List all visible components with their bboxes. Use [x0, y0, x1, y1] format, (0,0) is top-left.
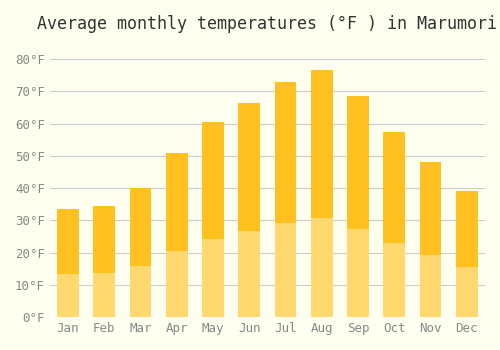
Bar [347, 229, 369, 317]
Bar [238, 103, 260, 317]
Bar [274, 82, 296, 317]
Bar [94, 206, 115, 317]
Bar [456, 267, 477, 317]
Bar [456, 191, 477, 317]
Bar [130, 266, 152, 317]
Bar [347, 96, 369, 317]
Bar [311, 218, 332, 317]
Bar [384, 132, 405, 317]
Bar [166, 153, 188, 317]
Bar [202, 122, 224, 317]
Bar [57, 274, 79, 317]
Title: Average monthly temperatures (°F ) in Marumori: Average monthly temperatures (°F ) in Ma… [38, 15, 498, 33]
Bar [311, 70, 332, 317]
Bar [202, 239, 224, 317]
Bar [166, 251, 188, 317]
Bar [420, 255, 442, 317]
Bar [238, 231, 260, 317]
Bar [420, 162, 442, 317]
Bar [57, 209, 79, 317]
Bar [94, 273, 115, 317]
Bar [384, 243, 405, 317]
Bar [130, 188, 152, 317]
Bar [274, 223, 296, 317]
